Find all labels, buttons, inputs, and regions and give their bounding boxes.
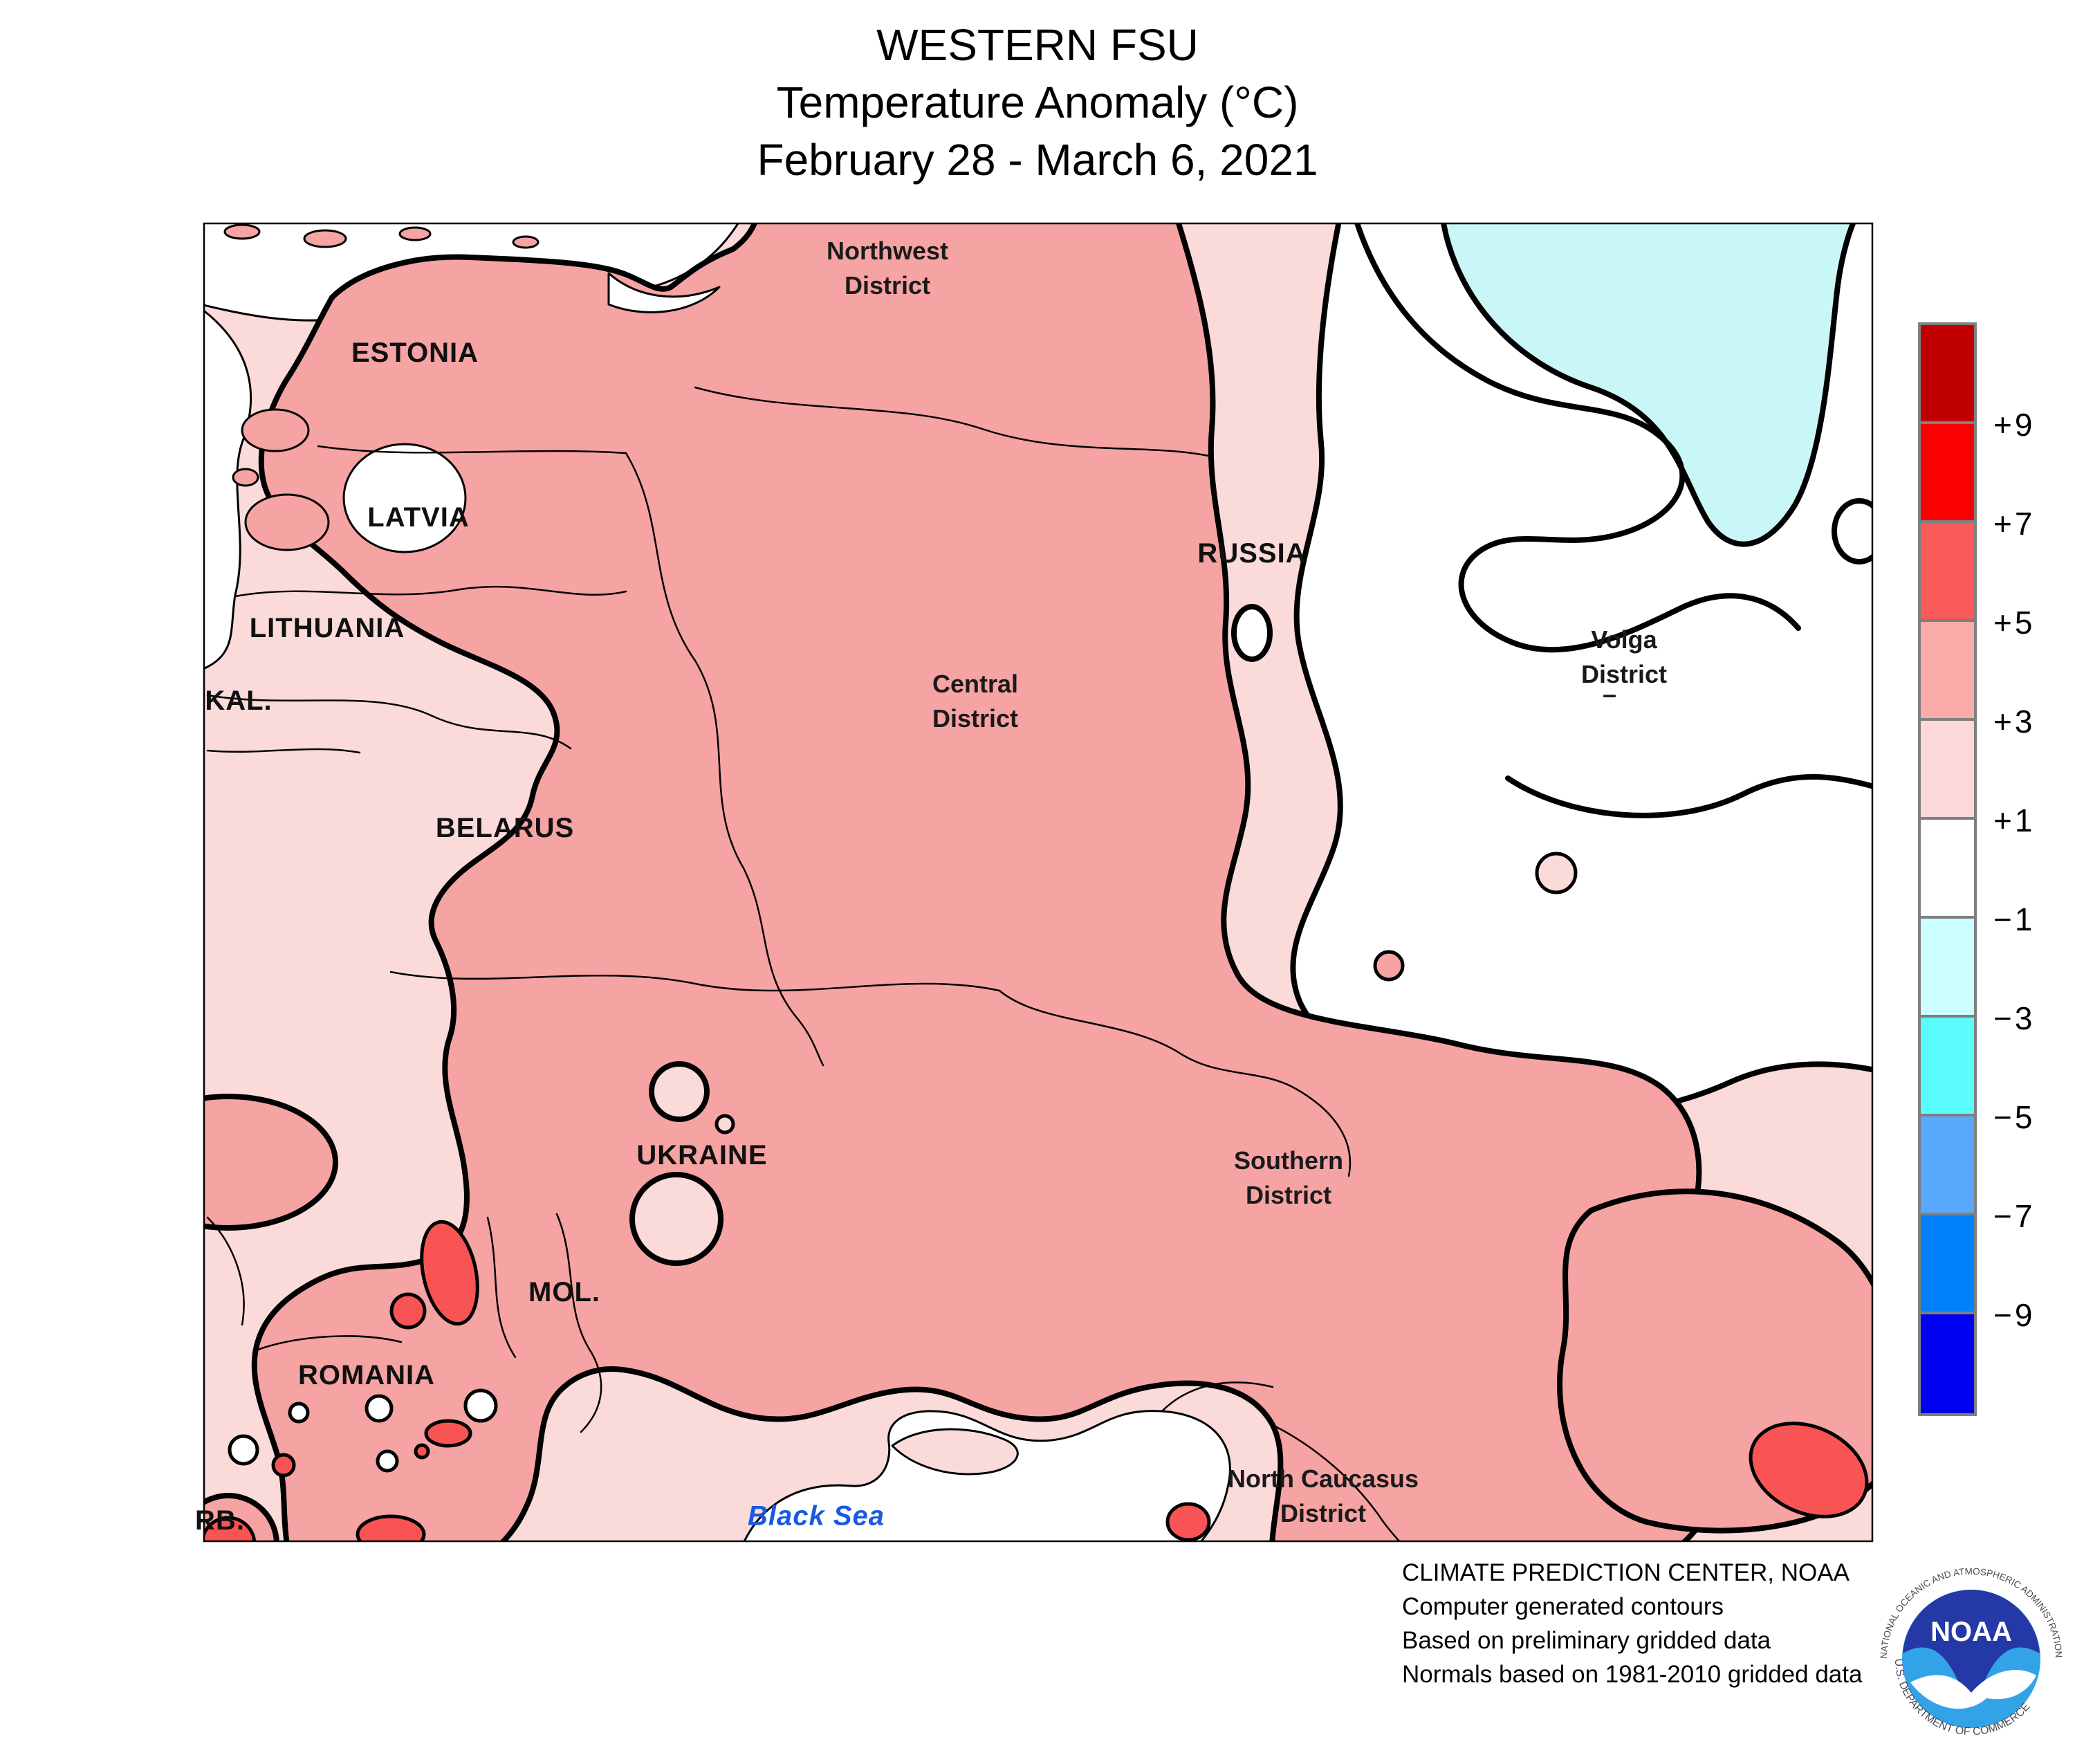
contour-island-pink <box>1373 950 1405 982</box>
border-kaliningrad <box>206 748 361 754</box>
red-blob-corner <box>204 1516 257 1541</box>
white-spot <box>376 1449 399 1473</box>
white-spot <box>365 1394 394 1423</box>
title-region: WESTERN FSU <box>876 20 1199 70</box>
contour-channel <box>1354 223 1801 653</box>
border-moldova-west <box>486 1216 517 1359</box>
title-block: WESTERN FSU Temperature Anomaly (°C) Feb… <box>0 17 2075 189</box>
noaa-logo: NOAA NATIONAL OCEANIC AND ATMOSPHERIC AD… <box>1879 1566 2064 1738</box>
contour-island-white <box>1231 604 1273 662</box>
islet <box>303 229 347 248</box>
credits-line: Based on preliminary gridded data <box>1402 1627 1771 1654</box>
red-blob-north-caucasus <box>1165 1502 1211 1541</box>
border-moldova-east <box>555 1213 602 1433</box>
island <box>241 408 310 452</box>
credits-line: Normals based on 1981-2010 gridded data <box>1402 1661 1863 1688</box>
baltic-sea-west <box>204 309 252 670</box>
title-period: February 28 - March 6, 2021 <box>757 135 1318 185</box>
white-spot <box>463 1388 498 1423</box>
island <box>244 493 330 551</box>
region-minus1-cyan <box>1441 223 1856 547</box>
plus1-pocket <box>714 1114 735 1134</box>
contour-channel <box>1505 774 1872 818</box>
red-ring-corner <box>204 1493 279 1541</box>
border-caucasus <box>1271 1424 1401 1541</box>
islet <box>512 235 540 249</box>
contour-island-pink <box>1535 852 1578 894</box>
legend-box <box>1921 820 1974 919</box>
red-blob <box>389 1292 427 1330</box>
border-district-nw-central <box>694 386 1213 458</box>
border-romania-north <box>206 1216 245 1326</box>
crimea <box>891 1428 1019 1476</box>
island <box>232 468 259 487</box>
border-belarus-ukraine <box>389 971 1001 992</box>
border-lithuania-belarus <box>206 694 572 750</box>
islet <box>223 223 261 240</box>
noaa-logo-acronym: NOAA <box>1930 1617 2012 1647</box>
border-russia-west <box>625 452 824 1067</box>
white-spot <box>288 1402 310 1424</box>
region-plus3-west-patch <box>204 1094 338 1231</box>
credits-line: Computer generated contours <box>1402 1593 1724 1620</box>
map-frame <box>203 222 1874 1543</box>
gulf-of-finland <box>607 272 721 313</box>
credits: CLIMATE PREDICTION CENTER, NOAA Computer … <box>1402 1556 1862 1691</box>
border-latvia-lithuania <box>234 585 627 598</box>
noaa-logo-bird-icon <box>1910 1670 2036 1709</box>
legend-box <box>1921 1314 1974 1413</box>
border-ukraine-russia <box>998 989 1352 1177</box>
red-blob <box>424 1419 472 1448</box>
red-blob <box>356 1514 426 1541</box>
legend-box <box>1921 1117 1974 1215</box>
plus1-pocket <box>649 1061 710 1122</box>
legend-box <box>1921 325 1974 424</box>
legend-box <box>1921 919 1974 1018</box>
border-azov-don <box>1161 1381 1274 1413</box>
region-plus3-core <box>251 223 1728 1541</box>
legend-box <box>1921 424 1974 523</box>
plus1-pocket <box>629 1172 723 1266</box>
gulf-of-riga <box>342 443 467 553</box>
contour-island-white <box>1832 498 1872 564</box>
legend-box <box>1921 1215 1974 1314</box>
border-estonia-latvia <box>317 445 627 454</box>
black-sea-water <box>743 1410 1231 1541</box>
legend-bar <box>1918 322 1977 1416</box>
credits-line: CLIMATE PREDICTION CENTER, NOAA <box>1402 1559 1850 1586</box>
title-variable: Temperature Anomaly (°C) <box>776 77 1299 127</box>
red-blob <box>271 1453 296 1478</box>
legend-box <box>1921 1018 1974 1117</box>
red-blob-southeast <box>1749 1422 1869 1518</box>
white-spot <box>228 1434 259 1466</box>
red-blob-moldova <box>420 1220 479 1326</box>
legend-box <box>1921 721 1974 820</box>
legend-box <box>1921 622 1974 721</box>
noaa-logo-sky <box>1903 1590 2040 1698</box>
red-blob <box>414 1443 430 1460</box>
legend-box <box>1921 523 1974 622</box>
islet <box>398 226 432 241</box>
border-romania-west <box>255 1335 403 1352</box>
